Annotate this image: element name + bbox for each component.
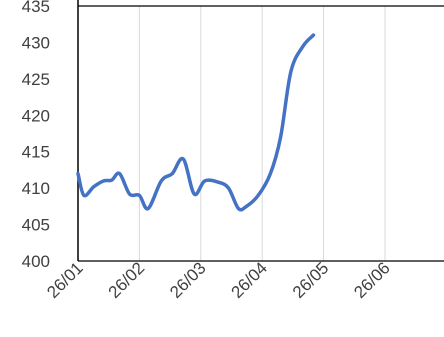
y-tick-label: 415 bbox=[22, 143, 50, 162]
y-tick-label: 405 bbox=[22, 216, 50, 235]
axes bbox=[78, 0, 444, 261]
series-layer bbox=[78, 35, 313, 210]
y-tick-label: 400 bbox=[22, 252, 50, 271]
x-tick-label: 26/05 bbox=[289, 258, 333, 302]
y-tick-label: 430 bbox=[22, 33, 50, 52]
x-tick-label: 26/03 bbox=[166, 258, 210, 302]
gridlines bbox=[139, 6, 385, 261]
x-tick-label: 26/06 bbox=[350, 258, 394, 302]
y-tick-label: 435 bbox=[22, 0, 50, 16]
y-tick-label: 410 bbox=[22, 179, 50, 198]
series-line bbox=[78, 35, 313, 210]
x-tick-label: 26/04 bbox=[228, 258, 272, 302]
y-tick-label: 425 bbox=[22, 70, 50, 89]
x-tick-label: 26/02 bbox=[105, 258, 149, 302]
y-axis-tick-labels: 400 405 410 415 420 425 430 435 bbox=[22, 0, 50, 271]
y-tick-label: 420 bbox=[22, 106, 50, 125]
